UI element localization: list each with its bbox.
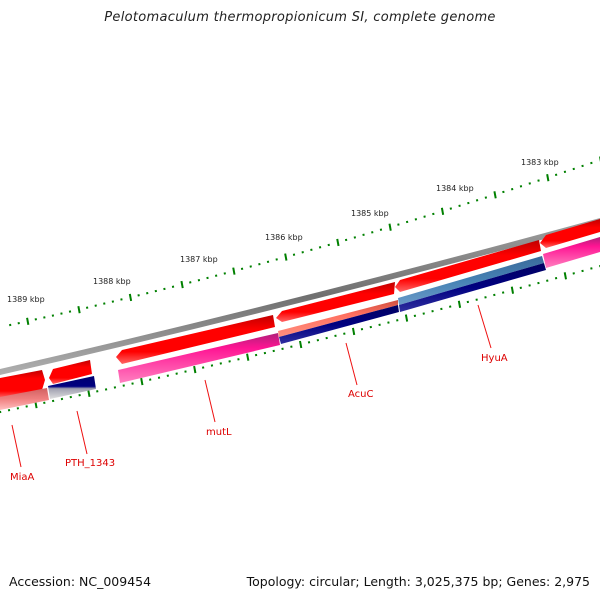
feature-bar-acuc[interactable]: [278, 300, 398, 337]
gene-label-pth1343[interactable]: PTH_1343: [65, 458, 115, 469]
gene-label-hyua[interactable]: HyuA: [481, 353, 508, 364]
feature-bar-hyua-lower[interactable]: [399, 263, 546, 312]
outer-tick-major: [232, 267, 236, 275]
leader-acuc: [345, 342, 358, 386]
gene-arrow-hyua-region[interactable]: [395, 240, 541, 292]
scale-ticks: [0, 156, 600, 414]
outer-tick-major: [440, 207, 445, 215]
gene-leaders: [11, 304, 492, 468]
inner-tick-major: [246, 353, 250, 361]
gene-label-miaA[interactable]: MiaA: [10, 472, 35, 483]
genome-summary-text: Topology: circular; Length: 3,025,375 bp…: [246, 574, 590, 589]
feature-bar-miaA[interactable]: [0, 388, 49, 410]
leader-hyua: [477, 304, 492, 349]
scale-label-1389: 1389 kbp: [7, 295, 45, 304]
scale-label-1383: 1383 kbp: [521, 158, 559, 167]
inner-tick-major: [404, 314, 409, 322]
feature-bar-mutl[interactable]: [118, 333, 280, 383]
outer-tick-major: [546, 174, 550, 182]
feature-bar-acuc-lower[interactable]: [279, 305, 399, 344]
outer-tick-major: [284, 253, 288, 261]
outer-tick-major: [493, 191, 497, 199]
outer-tick-major: [388, 223, 392, 231]
inner-tick-major: [563, 272, 567, 280]
feature-track: [0, 237, 600, 410]
outer-tick-major: [336, 238, 340, 247]
feature-bar-right[interactable]: [543, 237, 600, 268]
outer-tick-major: [26, 317, 30, 325]
leader-pth1343: [76, 410, 88, 455]
gene-arrow-right-region[interactable]: [540, 219, 600, 248]
gene-labels: MiaA PTH_1343 mutL AcuC HyuA: [10, 353, 508, 483]
inner-tick-major: [457, 300, 462, 308]
genome-backbone: [0, 218, 600, 375]
scale-label-1385: 1385 kbp: [351, 209, 389, 218]
scale-label-1384: 1384 kbp: [436, 184, 474, 193]
inner-tick-major: [351, 327, 356, 336]
scale-labels: 1383 kbp 1384 kbp 1385 kbp 1386 kbp 1387…: [7, 158, 559, 304]
inner-tick-major: [193, 365, 197, 374]
inner-tick-major: [299, 340, 303, 349]
map-title: Pelotomaculum thermopropionicum SI, comp…: [104, 10, 496, 25]
accession-text: Accession: NC_009454: [9, 574, 152, 589]
feature-bar-hyua[interactable]: [398, 256, 544, 305]
outer-tick-major: [128, 293, 133, 302]
feature-bar-pth1343[interactable]: [48, 376, 96, 399]
inner-tick-major: [87, 389, 91, 397]
gene-label-mutl[interactable]: mutL: [206, 427, 232, 438]
leader-miaA: [11, 424, 22, 468]
scale-label-1387: 1387 kbp: [180, 255, 218, 264]
outer-tick-major: [77, 305, 81, 314]
gene-arrow-pth1343-region[interactable]: [49, 360, 92, 384]
inner-tick-major: [510, 286, 515, 294]
leader-mutl: [204, 379, 216, 423]
outer-tick-major: [180, 280, 184, 289]
inner-tick-major: [140, 377, 144, 386]
forward-strand-genes: [0, 219, 600, 398]
gene-arrow-mutl-region[interactable]: [116, 315, 275, 364]
scale-label-1388: 1388 kbp: [93, 277, 131, 286]
gene-label-acuc[interactable]: AcuC: [348, 389, 374, 400]
scale-label-1386: 1386 kbp: [265, 233, 303, 242]
gene-arrow-acuc-region[interactable]: [276, 282, 395, 322]
